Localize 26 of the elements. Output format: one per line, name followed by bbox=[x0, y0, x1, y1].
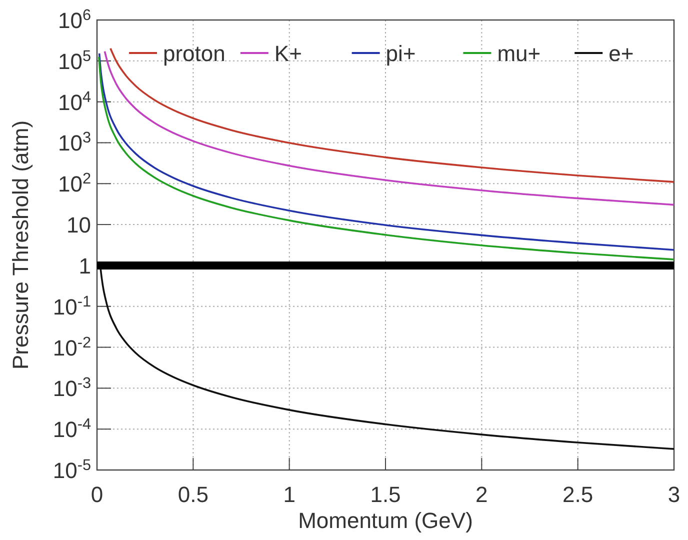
legend-label: pi+ bbox=[386, 41, 416, 66]
y-tick-label: 10$^{4}$ bbox=[58, 88, 92, 115]
y-tick-label: 10$^{6}$ bbox=[58, 6, 91, 33]
x-tick-label: 3 bbox=[668, 482, 680, 507]
y-tick-label: 10$^{2}$ bbox=[58, 170, 91, 197]
x-tick-label: 2 bbox=[476, 482, 488, 507]
legend-label: e+ bbox=[608, 41, 634, 66]
y-tick-label: 10 bbox=[66, 212, 91, 238]
legend-label: mu+ bbox=[497, 41, 541, 66]
y-tick-label: 10$^{5}$ bbox=[58, 47, 91, 74]
y-tick-label: 10$^{-2}$ bbox=[52, 334, 91, 360]
y-tick-label: 10$^{-3}$ bbox=[52, 374, 91, 402]
x-tick-label: 0 bbox=[90, 482, 104, 507]
x-tick-label: 2.5 bbox=[562, 482, 594, 507]
x-tick-label: 1.5 bbox=[370, 482, 401, 507]
y-tick-label: 10$^{-1}$ bbox=[52, 292, 91, 320]
y-tick-label: 10$^{-5}$ bbox=[52, 456, 91, 483]
y-tick-label: 1 bbox=[78, 253, 91, 278]
x-tick-label: 1 bbox=[283, 482, 296, 507]
y-axis-title: Pressure Threshold (atm) bbox=[8, 120, 33, 370]
y-tick-label: 10$^{-4}$ bbox=[52, 416, 92, 442]
legend-label: proton bbox=[163, 41, 226, 66]
x-axis-title: Momentum (GeV) bbox=[298, 508, 473, 533]
y-tick-label: 10$^{3}$ bbox=[58, 129, 91, 156]
legend-label: K+ bbox=[274, 41, 302, 66]
x-tick-label: 0.5 bbox=[178, 482, 208, 507]
